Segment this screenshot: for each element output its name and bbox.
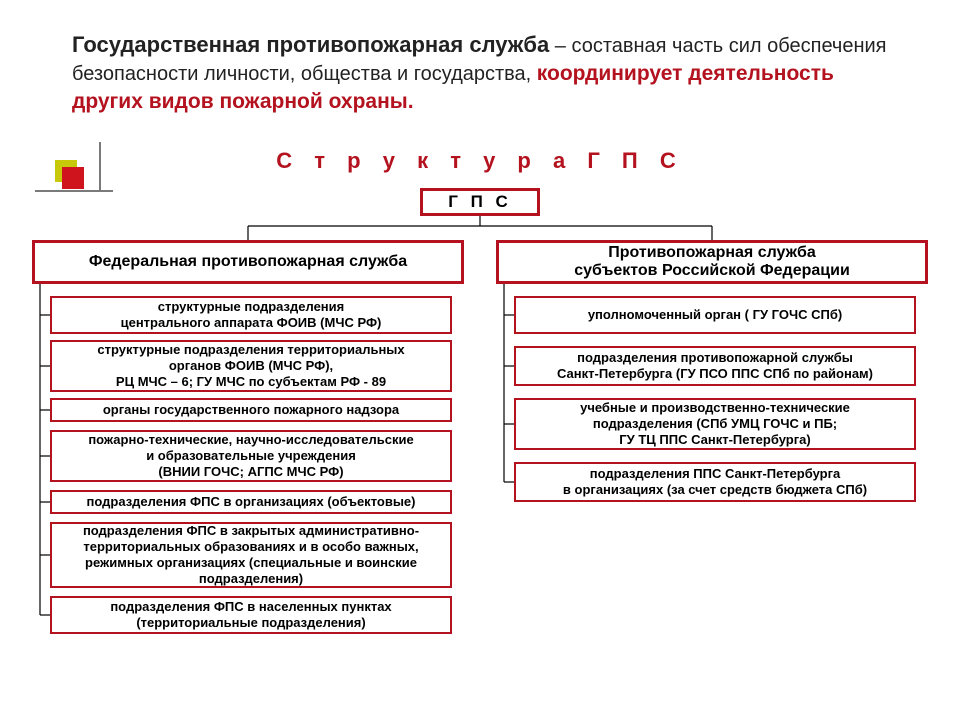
leaf-text-line: подразделения) xyxy=(199,571,303,587)
leaf-text-line: подразделения ППС Санкт-Петербурга xyxy=(590,466,840,482)
leaf-text-line: РЦ МЧС – 6; ГУ МЧС по субъектам РФ - 89 xyxy=(116,374,386,390)
deco-square-red xyxy=(62,167,84,189)
leaf-node-0-4: подразделения ФПС в организациях (объект… xyxy=(50,490,452,514)
leaf-node-0-2: органы государственного пожарного надзор… xyxy=(50,398,452,422)
leaf-text-line: уполномоченный орган ( ГУ ГОЧС СПб) xyxy=(588,307,842,323)
leaf-text-line: и образовательные учреждения xyxy=(146,448,356,464)
leaf-text-line: Санкт-Петербурга (ГУ ПСО ППС СПб по райо… xyxy=(557,366,873,382)
leaf-node-0-5: подразделения ФПС в закрытых администрат… xyxy=(50,522,452,588)
leaf-text-line: подразделения ФПС в организациях (объект… xyxy=(87,494,416,510)
deco-hline xyxy=(35,190,113,192)
branch-node-0: Федеральная противопожарная служба xyxy=(32,240,464,284)
leaf-node-1-2: учебные и производственно-техническиепод… xyxy=(514,398,916,450)
root-node: Г П С xyxy=(420,188,540,216)
leaf-node-0-1: структурные подразделения территориальны… xyxy=(50,340,452,392)
leaf-text-line: территориальных образованиях и в особо в… xyxy=(83,539,418,555)
leaf-text-line: органы государственного пожарного надзор… xyxy=(103,402,399,418)
leaf-node-1-1: подразделения противопожарной службыСанк… xyxy=(514,346,916,386)
leaf-node-1-0: уполномоченный орган ( ГУ ГОЧС СПб) xyxy=(514,296,916,334)
leaf-text-line: структурные подразделения xyxy=(158,299,344,315)
leaf-text-line: подразделения ФПС в населенных пунктах xyxy=(110,599,391,615)
leaf-text-line: подразделения (СПб УМЦ ГОЧС и ПБ; xyxy=(593,416,837,432)
deco-vline xyxy=(99,142,101,192)
leaf-node-1-3: подразделения ППС Санкт-Петербургав орга… xyxy=(514,462,916,502)
leaf-text-line: органов ФОИВ (МЧС РФ), xyxy=(169,358,333,374)
leaf-text-line: режимных организациях (специальные и вои… xyxy=(85,555,417,571)
bullet-decoration xyxy=(55,160,105,210)
leaf-text-line: ГУ ТЦ ППС Санкт-Петербурга) xyxy=(619,432,810,448)
structure-title: С т р у к т у р а Г П С xyxy=(0,148,960,174)
slide-root: Государственная противопожарная служба –… xyxy=(0,0,960,720)
branch-node-1: Противопожарная службасубъектов Российск… xyxy=(496,240,928,284)
leaf-node-0-3: пожарно-технические, научно-исследовател… xyxy=(50,430,452,482)
leaf-text-line: (ВНИИ ГОЧС; АГПС МЧС РФ) xyxy=(158,464,343,480)
leaf-text-line: учебные и производственно-технические xyxy=(580,400,850,416)
heading-part1: Государственная противопожарная служба xyxy=(72,32,549,57)
leaf-node-0-0: структурные подразделенияцентрального ап… xyxy=(50,296,452,334)
heading-block: Государственная противопожарная служба –… xyxy=(72,30,892,117)
leaf-text-line: структурные подразделения территориальны… xyxy=(97,342,404,358)
leaf-text-line: центрального аппарата ФОИВ (МЧС РФ) xyxy=(121,315,382,331)
leaf-node-0-6: подразделения ФПС в населенных пунктах(т… xyxy=(50,596,452,634)
heading-dash: – xyxy=(549,35,571,57)
leaf-text-line: (территориальные подразделения) xyxy=(136,615,365,631)
leaf-text-line: подразделения ФПС в закрытых администрат… xyxy=(83,523,419,539)
leaf-text-line: подразделения противопожарной службы xyxy=(577,350,853,366)
leaf-text-line: пожарно-технические, научно-исследовател… xyxy=(88,432,413,448)
leaf-text-line: в организациях (за счет средств бюджета … xyxy=(563,482,867,498)
